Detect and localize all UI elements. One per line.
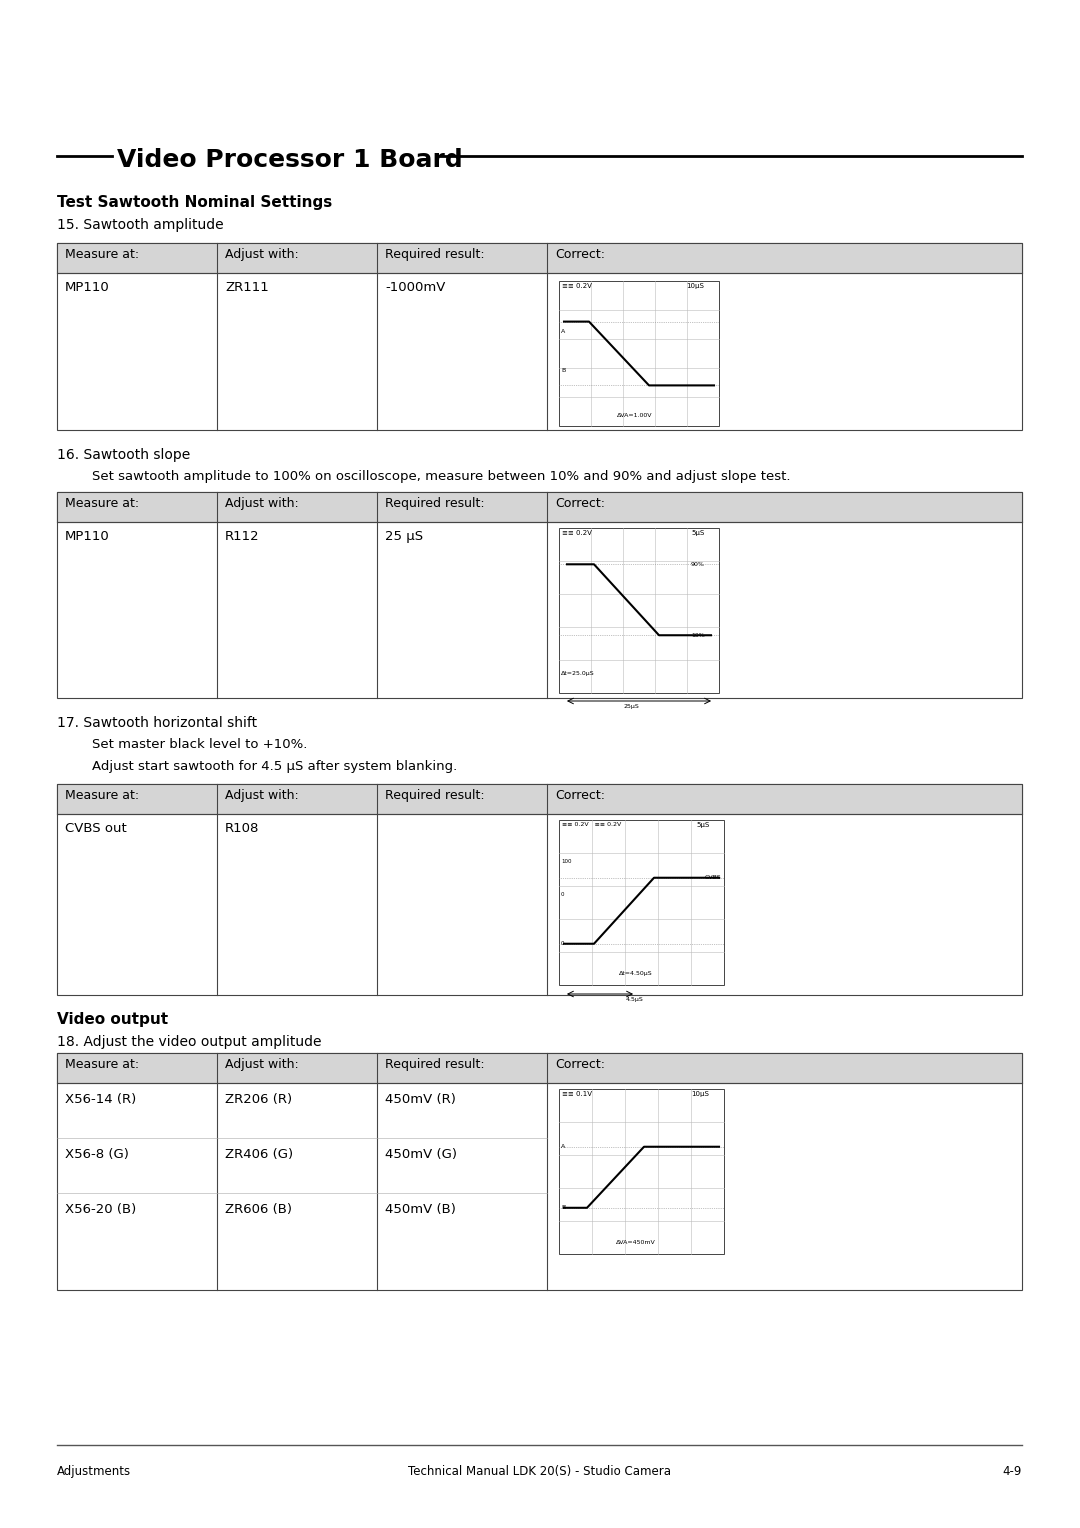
Text: 4-9: 4-9 — [1002, 1465, 1022, 1478]
Bar — [57, 492, 1022, 698]
Text: Measure at:: Measure at: — [65, 1057, 139, 1071]
Text: A: A — [561, 1144, 565, 1149]
Text: 10μS: 10μS — [691, 1091, 708, 1097]
Text: 450mV (B): 450mV (B) — [384, 1203, 456, 1216]
Text: Correct:: Correct: — [555, 497, 605, 510]
Text: Set master black level to +10%.: Set master black level to +10%. — [92, 738, 308, 750]
Text: Δt=4.50μS: Δt=4.50μS — [619, 970, 652, 976]
Text: Required result:: Required result: — [384, 1057, 485, 1071]
Text: Adjust with:: Adjust with: — [225, 497, 299, 510]
Text: ΔVA=450mV: ΔVA=450mV — [616, 1241, 656, 1245]
Text: ZR206 (R): ZR206 (R) — [225, 1093, 292, 1106]
Bar — [57, 784, 1022, 814]
Text: Required result:: Required result: — [384, 497, 485, 510]
Bar — [559, 281, 719, 426]
Text: Measure at:: Measure at: — [65, 788, 139, 802]
Bar — [559, 529, 719, 694]
Text: B: B — [561, 368, 565, 373]
Text: Correct:: Correct: — [555, 788, 605, 802]
Text: 16. Sawtooth slope: 16. Sawtooth slope — [57, 448, 190, 461]
Text: A: A — [561, 329, 565, 335]
Text: 25μS: 25μS — [624, 704, 639, 709]
Text: R112: R112 — [225, 530, 259, 542]
Bar — [57, 243, 1022, 429]
Text: ZR111: ZR111 — [225, 281, 269, 293]
Bar — [57, 1053, 1022, 1083]
Text: Measure at:: Measure at: — [65, 497, 139, 510]
Text: Set sawtooth amplitude to 100% on oscilloscope, measure between 10% and 90% and : Set sawtooth amplitude to 100% on oscill… — [92, 471, 791, 483]
Text: Video Processor 1 Board: Video Processor 1 Board — [117, 148, 462, 173]
Text: Video output: Video output — [57, 1012, 168, 1027]
Text: Adjust with:: Adjust with: — [225, 788, 299, 802]
Bar — [57, 1053, 1022, 1290]
Text: ZR606 (B): ZR606 (B) — [225, 1203, 292, 1216]
Text: CVBS: CVBS — [704, 876, 721, 880]
Text: Required result:: Required result: — [384, 248, 485, 261]
Bar — [559, 1089, 724, 1254]
Text: 15. Sawtooth amplitude: 15. Sawtooth amplitude — [57, 219, 224, 232]
Text: 10%: 10% — [691, 633, 705, 637]
Text: Correct:: Correct: — [555, 1057, 605, 1071]
Text: Adjust with:: Adjust with: — [225, 248, 299, 261]
Text: 90%: 90% — [691, 562, 705, 567]
Text: Adjust with:: Adjust with: — [225, 1057, 299, 1071]
Bar — [57, 243, 1022, 274]
Bar — [559, 821, 724, 986]
Text: -1000mV: -1000mV — [384, 281, 445, 293]
Text: R108: R108 — [225, 822, 259, 834]
Text: 5μS: 5μS — [691, 530, 704, 536]
Text: 10μS: 10μS — [686, 283, 704, 289]
Text: 0: 0 — [561, 941, 565, 946]
Text: ≡≡ 0.2V: ≡≡ 0.2V — [562, 283, 592, 289]
Text: 18. Adjust the video output amplitude: 18. Adjust the video output amplitude — [57, 1034, 322, 1050]
Text: Measure at:: Measure at: — [65, 248, 139, 261]
Text: 4.5μS: 4.5μS — [626, 996, 644, 1002]
Text: 100: 100 — [561, 859, 571, 863]
Text: ≡≡ 0.2V   ≡≡ 0.2V: ≡≡ 0.2V ≡≡ 0.2V — [562, 822, 621, 827]
Text: X56-20 (B): X56-20 (B) — [65, 1203, 136, 1216]
Text: MP110: MP110 — [65, 281, 110, 293]
Text: Correct:: Correct: — [555, 248, 605, 261]
Text: ZR406 (G): ZR406 (G) — [225, 1148, 293, 1161]
Text: X56-8 (G): X56-8 (G) — [65, 1148, 129, 1161]
Bar — [57, 784, 1022, 995]
Text: 5μS: 5μS — [696, 822, 710, 828]
Text: 450mV (G): 450mV (G) — [384, 1148, 457, 1161]
Text: 0: 0 — [561, 892, 565, 897]
Bar — [57, 492, 1022, 523]
Text: Technical Manual LDK 20(S) - Studio Camera: Technical Manual LDK 20(S) - Studio Came… — [408, 1465, 672, 1478]
Text: Adjust start sawtooth for 4.5 μS after system blanking.: Adjust start sawtooth for 4.5 μS after s… — [92, 759, 457, 773]
Text: 17. Sawtooth horizontal shift: 17. Sawtooth horizontal shift — [57, 717, 257, 730]
Text: ΔVA=1.00V: ΔVA=1.00V — [617, 413, 652, 419]
Text: X56-14 (R): X56-14 (R) — [65, 1093, 136, 1106]
Text: B: B — [561, 1206, 565, 1210]
Text: Required result:: Required result: — [384, 788, 485, 802]
Text: MP110: MP110 — [65, 530, 110, 542]
Text: 450mV (R): 450mV (R) — [384, 1093, 456, 1106]
Text: Adjustments: Adjustments — [57, 1465, 131, 1478]
Text: 25 μS: 25 μS — [384, 530, 423, 542]
Text: Δt=25.0μS: Δt=25.0μS — [561, 671, 595, 675]
Text: ≡≡ 0.2V: ≡≡ 0.2V — [562, 530, 592, 536]
Text: CVBS out: CVBS out — [65, 822, 126, 834]
Text: Test Sawtooth Nominal Settings: Test Sawtooth Nominal Settings — [57, 196, 333, 209]
Text: ≡≡ 0.1V: ≡≡ 0.1V — [562, 1091, 592, 1097]
